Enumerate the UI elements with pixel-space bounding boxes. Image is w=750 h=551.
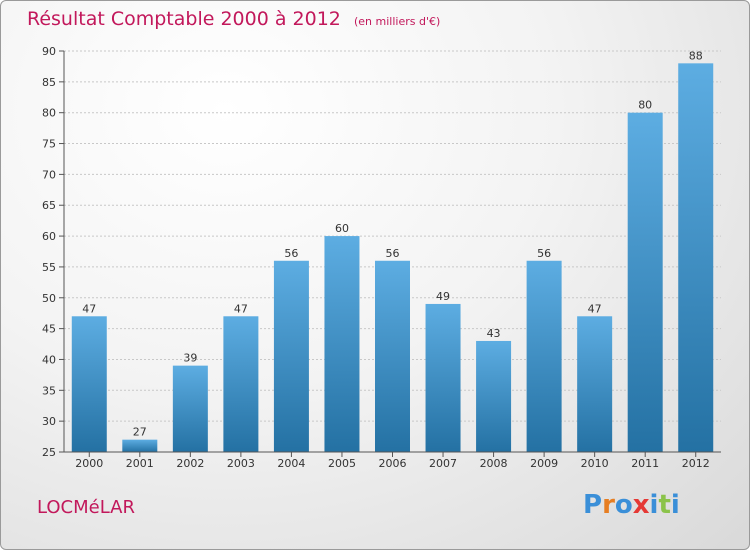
x-tick-label: 2005 bbox=[328, 457, 356, 470]
y-tick-label: 60 bbox=[42, 230, 56, 243]
data-label-2004: 56 bbox=[284, 247, 298, 260]
x-tick-label: 2009 bbox=[530, 457, 558, 470]
y-tick-label: 85 bbox=[42, 76, 56, 89]
y-tick-label: 75 bbox=[42, 138, 56, 151]
x-tick-label: 2010 bbox=[581, 457, 609, 470]
bar-2009 bbox=[526, 260, 562, 452]
bar-2005 bbox=[324, 236, 360, 452]
data-label-2001: 27 bbox=[133, 426, 147, 439]
data-label-2003: 47 bbox=[234, 302, 248, 315]
bar-2007 bbox=[425, 303, 461, 452]
logo-letter: x bbox=[632, 490, 650, 520]
data-label-2006: 56 bbox=[386, 247, 400, 260]
x-tick-label: 2001 bbox=[126, 457, 154, 470]
y-tick-label: 45 bbox=[42, 323, 56, 336]
logo-letter: i bbox=[649, 490, 659, 520]
title-subtitle: (en milliers d'€) bbox=[353, 15, 441, 28]
data-label-2012: 88 bbox=[689, 49, 703, 62]
bar-2010 bbox=[577, 316, 613, 452]
bar-2000 bbox=[71, 316, 107, 452]
commune-name: LOCMéLAR bbox=[37, 497, 135, 518]
x-tick-label: 2008 bbox=[480, 457, 508, 470]
logo-letter: t bbox=[658, 490, 671, 520]
y-tick-label: 35 bbox=[42, 384, 56, 397]
y-tick-label: 25 bbox=[42, 446, 56, 459]
data-label-2005: 60 bbox=[335, 222, 349, 235]
data-label-2009: 56 bbox=[537, 247, 551, 260]
data-label-2000: 47 bbox=[82, 302, 96, 315]
data-label-2007: 49 bbox=[436, 290, 450, 303]
data-label-2008: 43 bbox=[487, 327, 501, 340]
chart-title: Résultat Comptable 2000 à 2012 (en milli… bbox=[27, 8, 440, 30]
bar-2012 bbox=[678, 63, 714, 452]
bar-2004 bbox=[273, 260, 309, 452]
x-tick-label: 2004 bbox=[277, 457, 305, 470]
x-tick-label: 2003 bbox=[227, 457, 255, 470]
logo-letter: P bbox=[583, 490, 603, 520]
data-label-2010: 47 bbox=[588, 302, 602, 315]
bar-2006 bbox=[375, 260, 410, 452]
y-tick-label: 80 bbox=[42, 107, 56, 120]
y-tick-label: 65 bbox=[42, 199, 56, 212]
y-tick-label: 55 bbox=[42, 261, 56, 274]
x-tick-label: 2000 bbox=[75, 457, 103, 470]
logo-letter: o bbox=[614, 490, 633, 520]
bar-2002 bbox=[172, 365, 208, 452]
logo-letter: r bbox=[602, 490, 615, 520]
proxiti-logo: Proxiti bbox=[583, 490, 680, 520]
bar-2003 bbox=[223, 316, 259, 452]
y-tick-label: 90 bbox=[42, 45, 56, 58]
logo-letter: i bbox=[670, 490, 680, 520]
x-tick-label: 2012 bbox=[682, 457, 710, 470]
y-tick-label: 70 bbox=[42, 168, 56, 181]
title-main: Résultat Comptable 2000 à 2012 bbox=[27, 8, 341, 30]
x-tick-label: 2002 bbox=[176, 457, 204, 470]
x-tick-label: 2011 bbox=[631, 457, 659, 470]
y-tick-label: 50 bbox=[42, 292, 56, 305]
x-tick-label: 2007 bbox=[429, 457, 457, 470]
bar-2008 bbox=[476, 340, 512, 452]
data-label-2002: 39 bbox=[183, 352, 197, 365]
bar-2011 bbox=[627, 112, 663, 452]
x-tick-label: 2006 bbox=[379, 457, 407, 470]
data-label-2011: 80 bbox=[638, 99, 652, 112]
bar-2001 bbox=[122, 439, 158, 452]
y-tick-label: 40 bbox=[42, 353, 56, 366]
y-tick-label: 30 bbox=[42, 415, 56, 428]
